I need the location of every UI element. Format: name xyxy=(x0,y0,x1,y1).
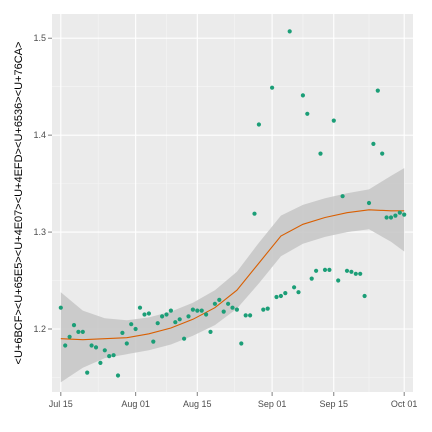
data-point xyxy=(124,341,129,346)
data-point xyxy=(199,308,204,313)
y-axis-title: <U+6BCF><U+65E5><U+4E07><U+4EFD><U+6536>… xyxy=(13,42,25,365)
data-point xyxy=(115,373,121,378)
data-point xyxy=(186,314,191,319)
major-grid xyxy=(52,14,413,392)
data-point xyxy=(300,93,305,98)
data-point xyxy=(283,291,288,296)
data-point xyxy=(344,268,350,273)
x-tick-label: Oct 01 xyxy=(391,399,418,409)
data-point xyxy=(89,343,94,348)
data-point xyxy=(107,354,112,359)
data-point xyxy=(261,307,266,312)
x-axis: Jul 15 Aug 01 Aug 15 Sep 01 Sep 15 Oct 01 xyxy=(49,392,418,409)
x-tick-label: Sep 01 xyxy=(258,399,287,409)
data-point xyxy=(208,329,213,334)
y-axis: 1.2 1.3 1.4 1.5 xyxy=(33,33,52,334)
data-point xyxy=(384,215,389,220)
data-point xyxy=(230,305,235,310)
data-point xyxy=(340,194,345,199)
data-point xyxy=(93,345,99,350)
data-point xyxy=(212,301,217,306)
data-point xyxy=(243,313,248,318)
data-point xyxy=(256,122,261,127)
data-point xyxy=(292,285,297,290)
data-point xyxy=(195,308,200,313)
y-tick-label: 1.3 xyxy=(33,227,46,237)
data-point xyxy=(314,268,319,273)
data-point xyxy=(402,212,407,217)
data-point xyxy=(129,322,134,327)
data-point xyxy=(362,293,367,299)
data-point xyxy=(366,200,372,206)
data-point xyxy=(173,320,178,325)
y-tick-label: 1.5 xyxy=(33,33,46,43)
data-point xyxy=(358,271,363,276)
data-point xyxy=(85,370,90,375)
confidence-ribbon xyxy=(60,168,405,383)
data-point xyxy=(278,293,283,299)
data-point xyxy=(327,267,332,272)
y-tick-label: 1.2 xyxy=(33,324,46,334)
data-point xyxy=(265,306,270,311)
data-point xyxy=(137,305,143,310)
data-point xyxy=(296,290,301,295)
data-point xyxy=(252,211,257,216)
data-point xyxy=(168,308,173,313)
data-point xyxy=(177,317,182,322)
data-point xyxy=(274,294,279,300)
data-point xyxy=(76,329,81,334)
data-point xyxy=(80,329,85,334)
data-point xyxy=(67,334,72,339)
x-tick-label: Jul 15 xyxy=(49,399,73,409)
data-point xyxy=(58,305,63,310)
data-point xyxy=(182,336,187,341)
data-point xyxy=(146,311,151,316)
data-point xyxy=(71,323,77,328)
data-point xyxy=(226,301,231,306)
data-point xyxy=(380,151,385,156)
data-points xyxy=(58,29,407,378)
x-tick-label: Aug 01 xyxy=(121,399,150,409)
data-point xyxy=(322,267,328,272)
x-tick-label: Sep 15 xyxy=(319,399,348,409)
data-point xyxy=(234,307,239,312)
data-point xyxy=(318,151,323,156)
data-point xyxy=(155,321,160,326)
data-point xyxy=(217,297,222,302)
data-point xyxy=(305,111,310,116)
data-point xyxy=(151,339,156,344)
data-point xyxy=(120,330,125,335)
data-point xyxy=(375,88,380,93)
data-point xyxy=(142,312,147,317)
data-point xyxy=(160,314,165,319)
data-point xyxy=(111,353,116,358)
data-point xyxy=(102,348,107,353)
data-point xyxy=(349,269,354,274)
x-tick-label: Aug 15 xyxy=(183,399,212,409)
data-point xyxy=(164,312,169,317)
data-point xyxy=(204,312,209,317)
data-point xyxy=(239,341,244,346)
data-point xyxy=(248,313,253,318)
data-point xyxy=(98,360,103,365)
y-tick-label: 1.4 xyxy=(33,130,46,140)
data-point xyxy=(309,276,314,281)
data-point xyxy=(221,309,226,314)
data-point xyxy=(336,278,341,283)
data-point xyxy=(287,29,292,34)
smooth-trend-line xyxy=(60,209,405,341)
data-point xyxy=(388,215,394,220)
data-point xyxy=(63,343,68,348)
data-point xyxy=(270,85,275,90)
data-point xyxy=(331,118,336,123)
data-point xyxy=(133,326,138,332)
data-point xyxy=(190,307,195,312)
data-point xyxy=(353,271,358,276)
data-point xyxy=(371,141,376,146)
data-point xyxy=(393,213,398,218)
data-point xyxy=(397,210,402,215)
